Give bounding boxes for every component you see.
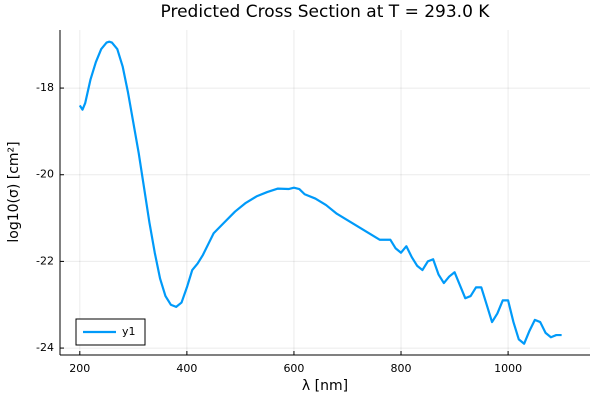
legend: y1 <box>75 318 146 346</box>
chart-title: Predicted Cross Section at T = 293.0 K <box>161 2 491 22</box>
x-tick-label: 200 <box>69 362 90 375</box>
legend-label: y1 <box>122 325 136 338</box>
y-tick-label: -20 <box>36 168 54 181</box>
x-axis-label: λ [nm] <box>302 378 348 394</box>
x-tick-label: 1000 <box>494 362 522 375</box>
x-tick-label: 600 <box>283 362 304 375</box>
y-tick-label: -22 <box>36 254 54 267</box>
x-tick-label: 800 <box>391 362 412 375</box>
y-axis-label: log10(σ) [cm²] <box>6 141 22 242</box>
y-tick-label: -24 <box>36 341 54 354</box>
y-tick-label: -18 <box>36 81 54 94</box>
data-line <box>78 40 562 345</box>
x-tick-label: 400 <box>176 362 197 375</box>
